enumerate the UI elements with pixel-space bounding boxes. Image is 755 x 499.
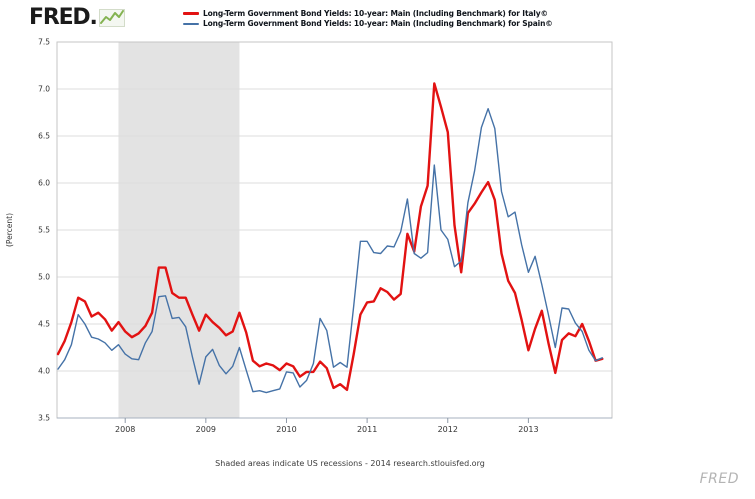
legend-item-spain: Long-Term Government Bond Yields: 10-yea…	[183, 19, 553, 28]
legend-swatch-spain	[183, 22, 199, 25]
legend-label-spain: Long-Term Government Bond Yields: 10-yea…	[203, 19, 553, 28]
y-tick-label: 4.0	[38, 367, 50, 376]
legend-label-italy: Long-Term Government Bond Yields: 10-yea…	[203, 9, 548, 18]
y-tick-label: 5.0	[38, 273, 50, 282]
y-tick-label: 7.0	[38, 85, 50, 94]
y-axis-title: (Percent)	[5, 212, 14, 248]
legend-item-italy: Long-Term Government Bond Yields: 10-yea…	[183, 9, 553, 18]
y-tick-label: 6.5	[38, 132, 50, 141]
x-tick-label: 2008	[115, 425, 135, 434]
fred-logo-chart-icon	[98, 9, 125, 27]
y-tick-label: 3.5	[38, 414, 50, 423]
y-tick-label: 7.5	[38, 38, 50, 47]
y-tick-label: 4.5	[38, 320, 50, 329]
bond-yields-chart: 3.5 4.0 4.5 5.0 5.5 6.0 6.5 7.0 7.5 2008 2009 2010 2…	[38, 38, 613, 434]
chart-footnote: Shaded areas indicate US recessions - 20…	[215, 459, 485, 468]
chart-legend: Long-Term Government Bond Yields: 10-yea…	[183, 9, 553, 29]
y-tick-label: 6.0	[38, 179, 50, 188]
x-tick-label: 2011	[357, 425, 377, 434]
x-tick-label: 2013	[518, 425, 538, 434]
x-tick-label: 2012	[438, 425, 458, 434]
x-tick-label: 2009	[196, 425, 216, 434]
spain-line	[57, 107, 603, 394]
y-tick-label: 5.5	[38, 226, 50, 235]
fred-logo[interactable]: FRED.	[29, 7, 125, 29]
italy-line	[56, 82, 604, 391]
fred-logo-text: FRED.	[29, 5, 98, 30]
legend-swatch-italy	[183, 12, 199, 15]
fred-watermark: FRED	[699, 471, 739, 487]
x-tick-label: 2010	[276, 425, 296, 434]
